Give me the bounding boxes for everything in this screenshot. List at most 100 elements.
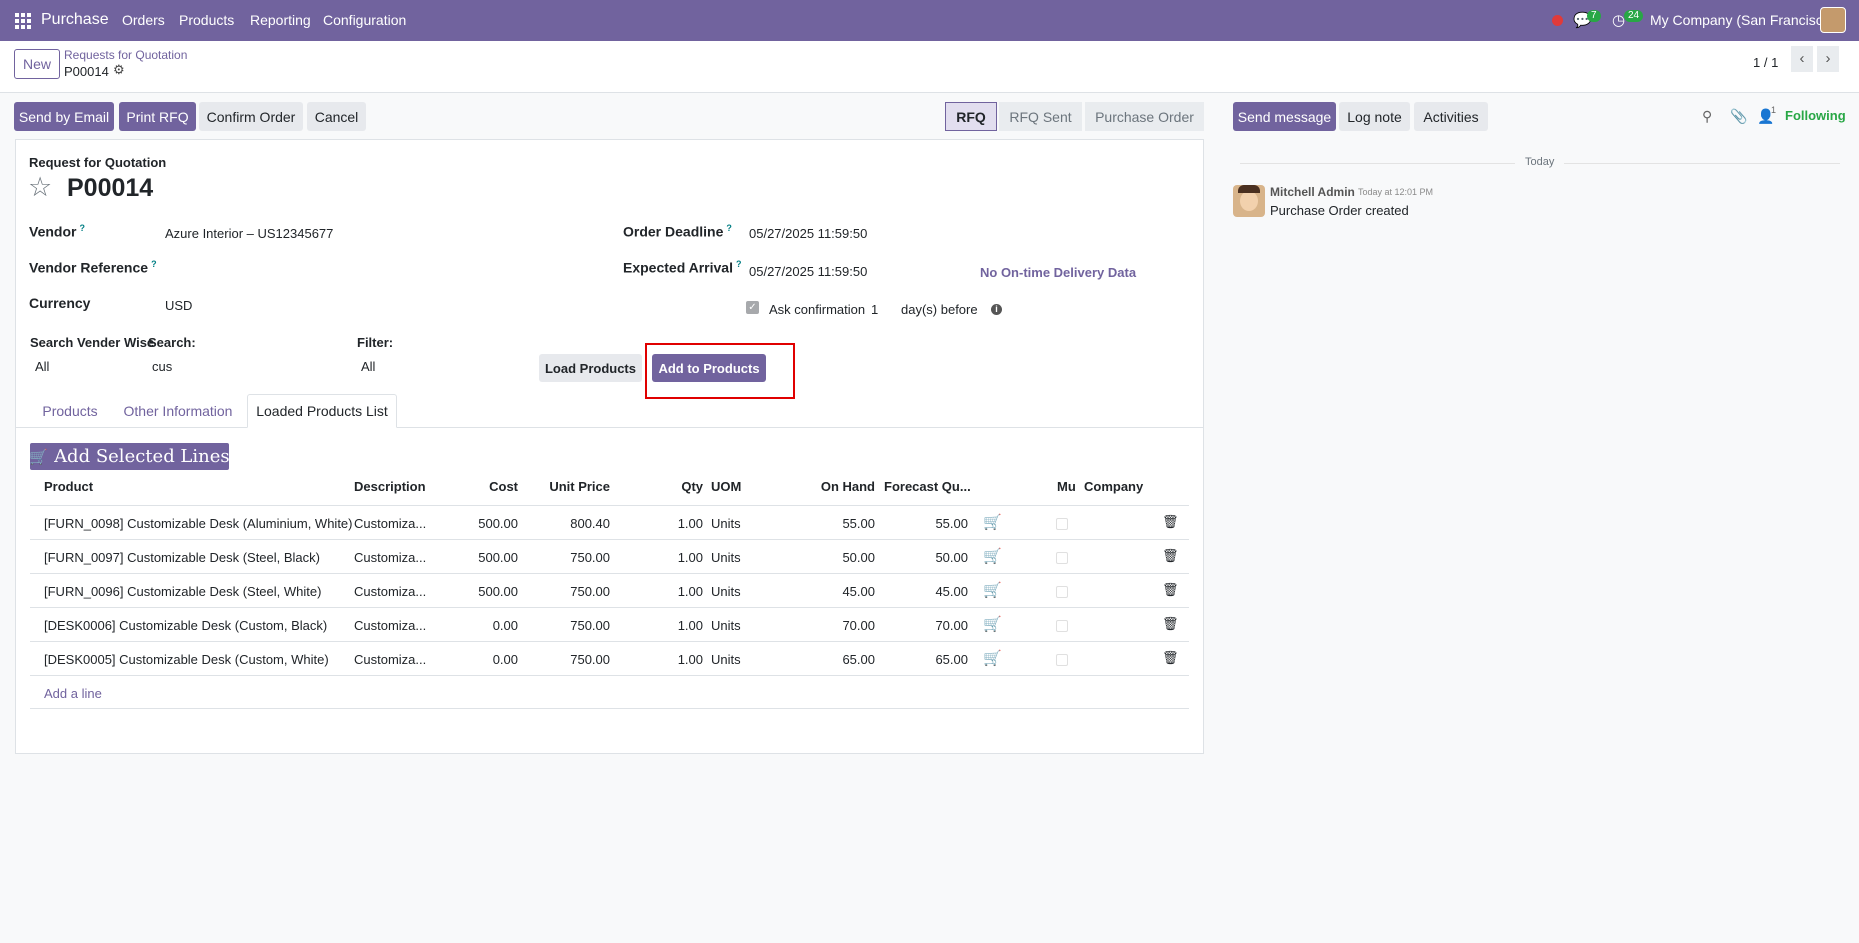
cart-icon[interactable]: 🛒	[983, 548, 1002, 565]
add-to-products-button[interactable]: Add to Products	[652, 354, 766, 382]
col-unit-price[interactable]: Unit Price	[549, 479, 610, 494]
col-product[interactable]: Product	[44, 479, 94, 494]
menu-products[interactable]: Products	[179, 12, 235, 28]
row-qty[interactable]: 1.00	[677, 652, 703, 667]
recording-indicator-icon[interactable]	[1552, 15, 1563, 26]
row-product[interactable]: [FURN_0096] Customizable Desk (Steel, Wh…	[44, 584, 322, 599]
activities-clock-icon[interactable]: ◷	[1612, 12, 1626, 29]
col-company[interactable]: Company	[1084, 479, 1144, 494]
row-uom[interactable]: Units	[711, 550, 741, 565]
table-row[interactable]: [DESK0006] Customizable Desk (Custom, Bl…	[30, 607, 1189, 641]
row-qty[interactable]: 1.00	[677, 618, 703, 633]
row-unit-price[interactable]: 750.00	[570, 584, 610, 599]
row-cost[interactable]: 500.00	[478, 550, 518, 565]
info-icon[interactable]: i	[991, 304, 1002, 315]
send-by-email-button[interactable]: Send by Email	[14, 102, 114, 131]
user-avatar[interactable]	[1820, 7, 1846, 33]
row-unit-price[interactable]: 750.00	[570, 652, 610, 667]
delete-icon[interactable]: 🗑	[1162, 650, 1179, 665]
col-qty[interactable]: Qty	[681, 479, 703, 494]
company-switcher[interactable]: My Company (San Francisco)	[1650, 12, 1836, 28]
ask-confirmation-checkbox[interactable]: ✓	[746, 301, 759, 314]
order-deadline-field[interactable]: 05/27/2025 11:59:50	[749, 226, 868, 241]
col-mu[interactable]: Mu	[1057, 479, 1076, 494]
followers-icon[interactable]: 👤	[1757, 108, 1775, 124]
col-cost[interactable]: Cost	[489, 479, 518, 494]
delete-icon[interactable]: 🗑	[1162, 548, 1179, 563]
delete-icon[interactable]: 🗑	[1162, 582, 1179, 597]
mu-checkbox[interactable]	[1056, 518, 1068, 530]
table-row[interactable]: [FURN_0098] Customizable Desk (Aluminium…	[30, 505, 1189, 539]
add-line-link[interactable]: Add a line	[44, 686, 102, 701]
app-name[interactable]: Purchase	[41, 11, 109, 28]
favorite-star-icon[interactable]: ☆	[28, 172, 53, 202]
tab-products[interactable]: Products	[42, 403, 98, 419]
table-row[interactable]: [FURN_0096] Customizable Desk (Steel, Wh…	[30, 573, 1189, 607]
menu-reporting[interactable]: Reporting	[250, 12, 311, 28]
cart-icon[interactable]: 🛒	[983, 616, 1002, 633]
mu-checkbox[interactable]	[1056, 552, 1068, 564]
row-cost[interactable]: 500.00	[478, 584, 518, 599]
mu-checkbox[interactable]	[1056, 586, 1068, 598]
row-qty[interactable]: 1.00	[677, 550, 703, 565]
col-uom[interactable]: UOM	[711, 479, 742, 494]
tab-loaded-products-list[interactable]: Loaded Products List	[247, 394, 397, 428]
row-qty[interactable]: 1.00	[677, 584, 703, 599]
row-uom[interactable]: Units	[711, 516, 741, 531]
table-row[interactable]: [DESK0005] Customizable Desk (Custom, Wh…	[30, 641, 1189, 675]
col-description[interactable]: Description	[354, 479, 426, 494]
confirm-order-button[interactable]: Confirm Order	[199, 102, 303, 131]
load-products-button[interactable]: Load Products	[539, 354, 642, 382]
col-on-hand[interactable]: On Hand	[820, 479, 875, 494]
delete-icon[interactable]: 🗑	[1162, 514, 1179, 529]
pager-next-icon[interactable]: ›	[1817, 46, 1839, 72]
delete-icon[interactable]: 🗑	[1162, 616, 1179, 631]
row-uom[interactable]: Units	[711, 584, 741, 599]
stage-rfq-sent[interactable]: RFQ Sent	[999, 102, 1082, 131]
stage-rfq[interactable]: RFQ	[945, 102, 997, 131]
row-uom[interactable]: Units	[711, 618, 741, 633]
menu-configuration[interactable]: Configuration	[323, 12, 407, 28]
vendor-reference-field[interactable]	[165, 257, 565, 281]
row-cost[interactable]: 500.00	[478, 516, 518, 531]
row-unit-price[interactable]: 800.40	[570, 516, 610, 531]
filter-field[interactable]: All	[361, 359, 376, 374]
pager-prev-icon[interactable]: ‹	[1791, 46, 1813, 72]
row-description[interactable]: Customiza...	[354, 652, 427, 667]
row-cost[interactable]: 0.00	[492, 652, 518, 667]
attachment-icon[interactable]: 📎	[1730, 108, 1748, 124]
expected-arrival-field[interactable]: 05/27/2025 11:59:50	[749, 264, 868, 279]
row-unit-price[interactable]: 750.00	[570, 618, 610, 633]
row-description[interactable]: Customiza...	[354, 584, 427, 599]
search-vendor-field[interactable]: All	[35, 359, 50, 374]
add-selected-lines-button[interactable]: 🛒 Add Selected Lines	[29, 443, 230, 470]
apps-menu-icon[interactable]	[15, 13, 31, 29]
search-icon[interactable]: ⚲	[1702, 108, 1713, 124]
cancel-button[interactable]: Cancel	[307, 102, 366, 131]
row-product[interactable]: [FURN_0097] Customizable Desk (Steel, Bl…	[44, 550, 320, 565]
vendor-field[interactable]: Azure Interior – US12345677	[165, 226, 334, 241]
menu-orders[interactable]: Orders	[122, 12, 165, 28]
table-row[interactable]: [FURN_0097] Customizable Desk (Steel, Bl…	[30, 539, 1189, 573]
stage-purchase-order[interactable]: Purchase Order	[1085, 102, 1204, 131]
row-description[interactable]: Customiza...	[354, 550, 427, 565]
tab-other-information[interactable]: Other Information	[123, 403, 233, 419]
message-author[interactable]: Mitchell Admin	[1270, 185, 1355, 199]
row-qty[interactable]: 1.00	[677, 516, 703, 531]
mu-checkbox[interactable]	[1056, 654, 1068, 666]
row-description[interactable]: Customiza...	[354, 516, 427, 531]
gear-icon[interactable]: ⚙	[113, 62, 125, 77]
new-button[interactable]: New	[14, 49, 60, 79]
currency-field[interactable]: USD	[165, 298, 193, 313]
col-forecast[interactable]: Forecast Qu...	[884, 479, 971, 494]
breadcrumb-parent[interactable]: Requests for Quotation	[64, 48, 188, 62]
mu-checkbox[interactable]	[1056, 620, 1068, 632]
following-status[interactable]: Following	[1785, 108, 1846, 123]
row-unit-price[interactable]: 750.00	[570, 550, 610, 565]
row-product[interactable]: [DESK0005] Customizable Desk (Custom, Wh…	[44, 652, 329, 667]
on-time-delivery-link[interactable]: No On-time Delivery Data	[980, 265, 1137, 280]
cart-icon[interactable]: 🛒	[983, 514, 1002, 531]
pager[interactable]: 1 / 1	[1753, 55, 1779, 70]
search-field[interactable]: cus	[152, 359, 173, 374]
print-rfq-button[interactable]: Print RFQ	[119, 102, 196, 131]
